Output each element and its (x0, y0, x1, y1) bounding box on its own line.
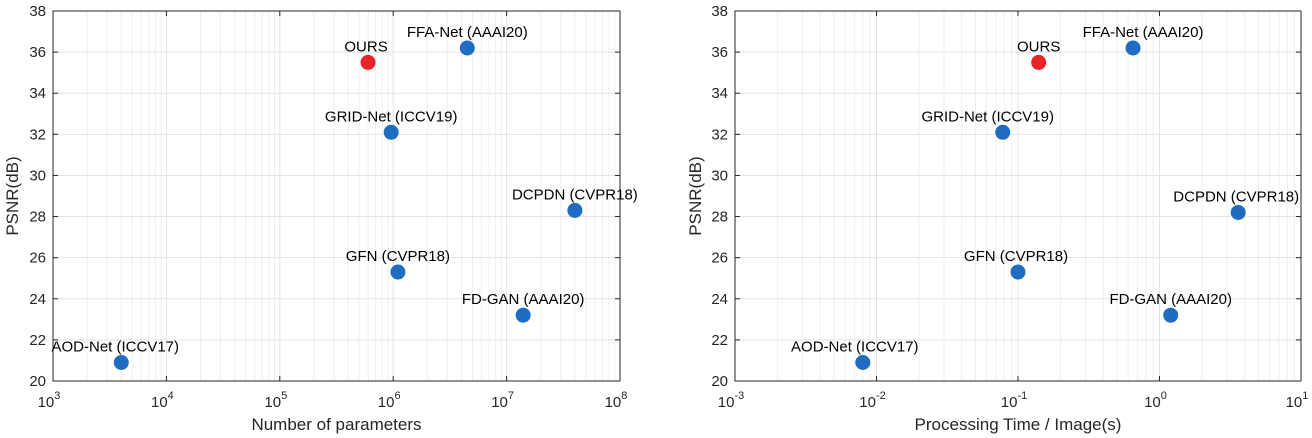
x-tick-base: 10 (1001, 394, 1018, 411)
y-axis-label: PSNR(dB) (3, 156, 22, 235)
data-point (113, 355, 129, 370)
data-point (1230, 204, 1246, 220)
y-tick-label: 32 (711, 126, 728, 143)
x-tick-exponent: 8 (621, 390, 627, 402)
data-point-label: GFN (CVPR18) (346, 248, 450, 265)
x-tick-label: 10-3 (718, 390, 744, 411)
data-point (515, 307, 531, 323)
y-tick-label: 38 (29, 3, 46, 20)
y-tick-label: 38 (711, 3, 728, 20)
ours-data-point (360, 54, 376, 70)
x-axis-label: Processing Time / Image(s) (915, 415, 1122, 434)
x-tick-label: 107 (491, 390, 514, 411)
x-tick-base: 10 (718, 394, 735, 411)
data-point-label: AOD-Net (ICCV17) (52, 339, 180, 356)
data-point (1010, 264, 1026, 280)
data-point (567, 202, 583, 218)
y-tick-label: 36 (711, 44, 728, 61)
data-point (1163, 307, 1179, 323)
x-tick-exponent: 0 (1161, 390, 1167, 402)
y-tick-label: 20 (711, 373, 728, 390)
data-point-label: DCPDN (CVPR18) (512, 186, 638, 203)
x-tick-base: 10 (859, 394, 876, 411)
x-tick-label: 105 (264, 390, 287, 411)
data-point-label: OURS (344, 38, 387, 55)
data-point-label: FFA-Net (AAAI20) (1083, 24, 1204, 41)
y-tick-label: 30 (711, 167, 728, 184)
y-tick-label: 36 (29, 44, 46, 61)
x-tick-label: 103 (38, 390, 61, 411)
x-tick-label: 108 (605, 390, 628, 411)
x-tick-exponent: 4 (168, 390, 174, 402)
x-tick-base: 10 (491, 394, 508, 411)
y-tick-label: 32 (29, 126, 46, 143)
ours-data-point (1031, 54, 1047, 70)
data-point-label: OURS (1017, 38, 1060, 55)
y-tick-label: 34 (711, 85, 728, 102)
x-tick-label: 10-1 (1001, 390, 1027, 411)
x-tick-exponent: -3 (734, 390, 744, 402)
y-tick-label: 34 (29, 85, 46, 102)
data-point (855, 355, 871, 370)
x-tick-exponent: 1 (1302, 390, 1308, 402)
x-tick-exponent: -2 (876, 390, 886, 402)
x-tick-label: 101 (1286, 390, 1309, 411)
x-tick-exponent: 3 (54, 390, 60, 402)
data-point-label: DCPDN (CVPR18) (1173, 188, 1299, 205)
y-tick-label: 26 (711, 250, 728, 267)
data-point (459, 40, 475, 56)
y-tick-label: 24 (711, 291, 728, 308)
x-tick-base: 10 (1286, 394, 1303, 411)
data-point-label: FD-GAN (AAAI20) (1109, 291, 1232, 308)
x-tick-base: 10 (264, 394, 281, 411)
y-tick-label: 28 (711, 209, 728, 226)
x-tick-exponent: -1 (1017, 390, 1027, 402)
data-point-label: GRID-Net (ICCV19) (921, 108, 1054, 125)
x-tick-exponent: 6 (394, 390, 400, 402)
data-point (383, 124, 399, 140)
data-point-label: GRID-Net (ICCV19) (325, 108, 458, 125)
x-tick-base: 10 (378, 394, 395, 411)
x-tick-label: 10-2 (859, 390, 885, 411)
data-point-label: GFN (CVPR18) (964, 248, 1068, 265)
y-tick-label: 24 (29, 291, 46, 308)
axes-box (52, 10, 621, 382)
y-tick-label: 30 (29, 167, 46, 184)
x-tick-label: 106 (378, 390, 401, 411)
y-tick-label: 26 (29, 250, 46, 267)
y-tick-label: 20 (29, 373, 46, 390)
x-tick-base: 10 (38, 394, 55, 411)
x-tick-base: 10 (151, 394, 168, 411)
data-point (390, 264, 406, 280)
y-tick-label: 22 (29, 332, 46, 349)
y-axis-label: PSNR(dB) (686, 156, 705, 235)
data-point (1125, 40, 1141, 56)
x-tick-base: 10 (605, 394, 622, 411)
x-tick-base: 10 (1144, 394, 1161, 411)
data-point-label: AOD-Net (ICCV17) (791, 339, 919, 356)
x-tick-exponent: 7 (508, 390, 514, 402)
data-point-label: FD-GAN (AAAI20) (462, 291, 585, 308)
data-point-label: FFA-Net (AAAI20) (407, 24, 528, 41)
x-tick-exponent: 5 (281, 390, 287, 402)
y-tick-label: 22 (711, 332, 728, 349)
y-tick-label: 28 (29, 209, 46, 226)
x-tick-label: 100 (1144, 390, 1167, 411)
data-point (995, 124, 1011, 140)
x-axis-label: Number of parameters (251, 415, 421, 434)
x-tick-label: 104 (151, 390, 174, 411)
